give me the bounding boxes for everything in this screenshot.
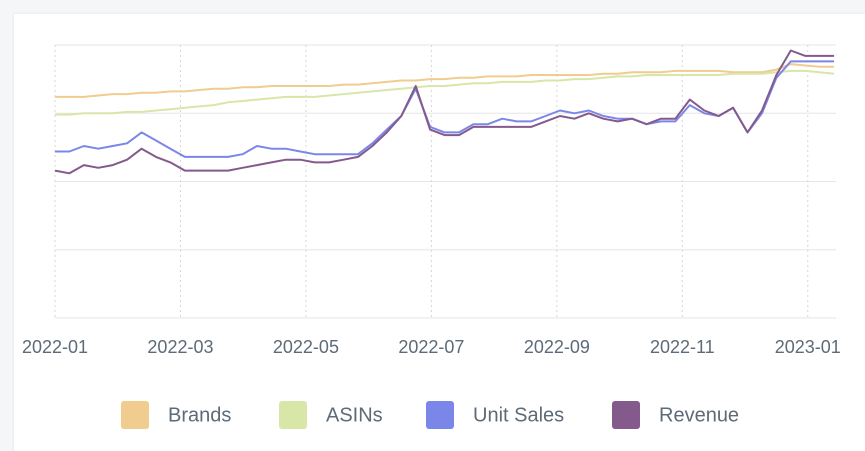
line-series bbox=[55, 69, 835, 116]
x-tick-label: 2022-05 bbox=[273, 337, 339, 357]
line-series bbox=[54, 49, 835, 175]
legend-swatch bbox=[121, 401, 149, 429]
legend-swatch bbox=[279, 401, 307, 429]
x-tick-label: 2022-11 bbox=[650, 337, 715, 357]
line-series bbox=[55, 63, 835, 98]
legend-label: Unit Sales bbox=[473, 404, 564, 426]
x-tick-label: 2023-01 bbox=[775, 337, 841, 357]
line-series bbox=[55, 60, 835, 158]
x-tick-label: 2022-03 bbox=[147, 337, 213, 357]
legend-swatch bbox=[612, 401, 640, 429]
x-tick-label: 2022-01 bbox=[22, 337, 88, 357]
legend-label: Revenue bbox=[659, 404, 739, 426]
legend-label: ASINs bbox=[326, 404, 383, 426]
legend-swatch bbox=[426, 401, 454, 429]
x-tick-label: 2022-07 bbox=[398, 337, 464, 357]
x-tick-label: 2022-09 bbox=[524, 337, 590, 357]
legend-label: Brands bbox=[168, 404, 231, 426]
